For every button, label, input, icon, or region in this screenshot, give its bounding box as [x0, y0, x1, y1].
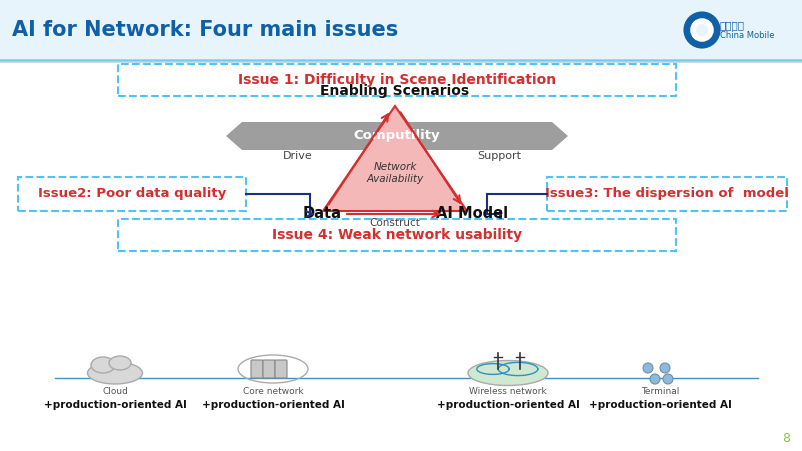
Text: Data: Data: [302, 207, 342, 221]
FancyBboxPatch shape: [263, 360, 275, 378]
Ellipse shape: [468, 360, 548, 386]
Circle shape: [643, 363, 653, 373]
Text: Network
Availability: Network Availability: [367, 162, 423, 184]
Text: 中国移动: 中国移动: [720, 20, 745, 30]
Text: Enabling Scenarios: Enabling Scenarios: [321, 84, 469, 98]
Text: Issue 1: Difficulty in Scene Identification: Issue 1: Difficulty in Scene Identificat…: [238, 73, 556, 87]
Circle shape: [660, 363, 670, 373]
Text: Issue2: Poor data quality: Issue2: Poor data quality: [38, 188, 226, 201]
Bar: [118, 219, 676, 251]
Polygon shape: [226, 122, 242, 150]
Text: +production-oriented AI: +production-oriented AI: [201, 400, 344, 410]
Ellipse shape: [87, 362, 143, 384]
Text: +production-oriented AI: +production-oriented AI: [589, 400, 731, 410]
Text: Cloud: Cloud: [102, 387, 128, 396]
Text: AI Model: AI Model: [436, 207, 508, 221]
Text: AI for Network: Four main issues: AI for Network: Four main issues: [12, 20, 399, 40]
Bar: [18, 177, 246, 211]
Text: Computility: Computility: [354, 129, 440, 143]
Ellipse shape: [109, 356, 131, 370]
Polygon shape: [323, 106, 467, 211]
Text: Drive: Drive: [283, 151, 313, 161]
Bar: [242, 122, 552, 150]
Polygon shape: [552, 122, 568, 150]
Text: Terminal: Terminal: [641, 387, 679, 396]
Text: Core network: Core network: [243, 387, 303, 396]
Text: Issue 4: Weak network usability: Issue 4: Weak network usability: [272, 228, 522, 242]
Text: +production-oriented AI: +production-oriented AI: [436, 400, 579, 410]
Text: Wireless network: Wireless network: [469, 387, 547, 396]
Circle shape: [650, 374, 660, 384]
Bar: [118, 64, 676, 96]
Text: 8: 8: [782, 432, 790, 445]
Ellipse shape: [91, 357, 115, 373]
Text: China Mobile: China Mobile: [720, 32, 775, 41]
Text: Construct: Construct: [370, 218, 420, 228]
Bar: [547, 177, 787, 211]
Circle shape: [663, 374, 673, 384]
FancyBboxPatch shape: [275, 360, 287, 378]
Text: +production-oriented AI: +production-oriented AI: [43, 400, 186, 410]
FancyBboxPatch shape: [251, 360, 263, 378]
Text: Issue3: The dispersion of  model: Issue3: The dispersion of model: [545, 188, 789, 201]
Text: Support: Support: [477, 151, 521, 161]
Bar: [0, 0, 802, 59]
